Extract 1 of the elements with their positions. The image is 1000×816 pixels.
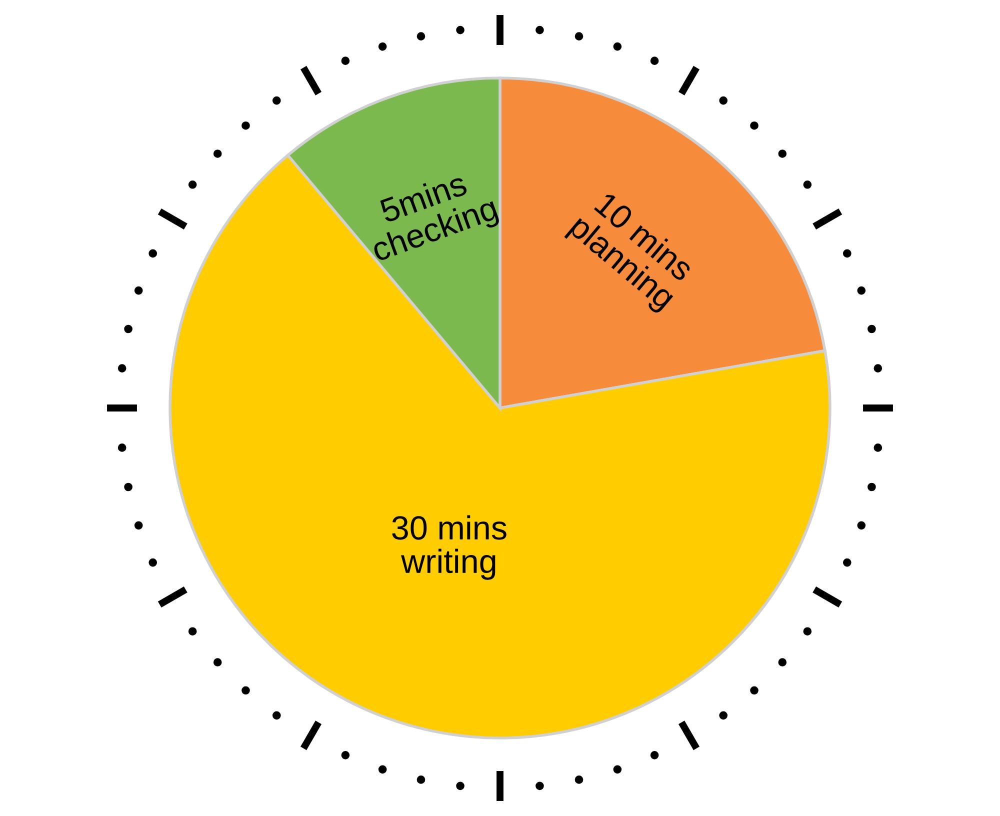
slice-label: 30 mins writing <box>392 515 506 580</box>
